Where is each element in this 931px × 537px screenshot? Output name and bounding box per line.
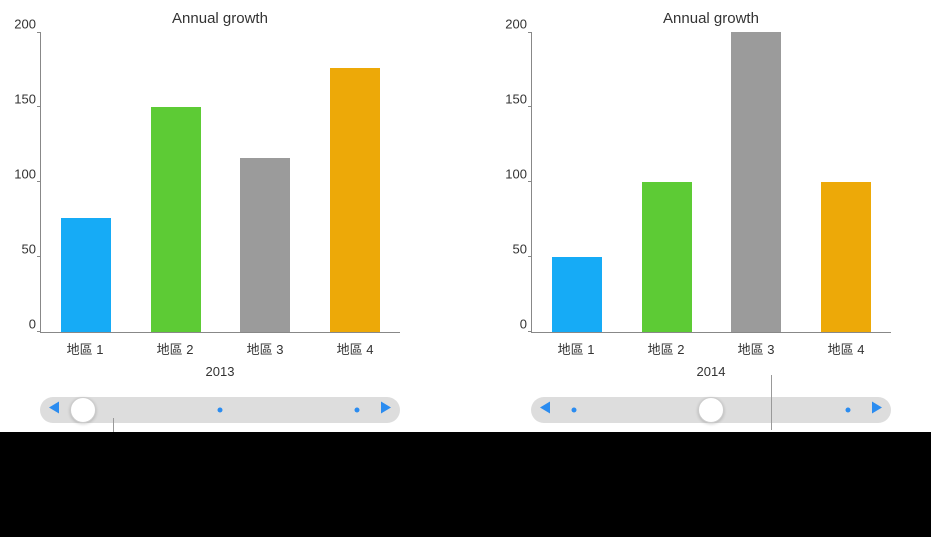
bar-region3 (240, 158, 290, 332)
y-tick-50: 50 (513, 242, 527, 257)
charts-row: Annual growth 0 50 100 150 200 (0, 0, 931, 423)
y-tick-100: 100 (14, 167, 36, 182)
year-label: 2014 (531, 364, 891, 379)
x-tick-region4: 地區 4 (828, 339, 865, 358)
y-tick-0: 0 (29, 317, 36, 332)
bar-region2 (151, 107, 201, 332)
x-tick-region1: 地區 1 (67, 339, 104, 358)
slider-dot[interactable] (218, 408, 223, 413)
y-tick-200: 200 (505, 17, 527, 32)
year-slider[interactable] (40, 397, 400, 423)
bar-region3 (731, 32, 781, 332)
y-axis: 0 50 100 150 200 (10, 33, 40, 333)
bar-region4 (330, 68, 380, 332)
y-tick-200: 200 (14, 17, 36, 32)
y-tick-150: 150 (14, 92, 36, 107)
bar-region1 (61, 218, 111, 332)
chart-area: 0 50 100 150 200 (10, 33, 400, 333)
chart-area: 0 50 100 150 200 (501, 33, 891, 333)
x-tick-region1: 地區 1 (558, 339, 595, 358)
y-tick-150: 150 (505, 92, 527, 107)
slider-prev-icon[interactable] (539, 401, 553, 420)
x-axis: 地區 1 地區 2 地區 3 地區 4 (531, 339, 891, 358)
bars (41, 33, 400, 332)
plot-area (531, 33, 891, 333)
slider-thumb[interactable] (70, 397, 96, 423)
year-label: 2013 (40, 364, 400, 379)
x-tick-region4: 地區 4 (337, 339, 374, 358)
x-tick-region2: 地區 2 (648, 339, 685, 358)
bar-region4 (821, 182, 871, 332)
slider-prev-icon[interactable] (48, 401, 62, 420)
year-slider[interactable] (531, 397, 891, 423)
y-tick-50: 50 (22, 242, 36, 257)
y-tick-0: 0 (520, 317, 527, 332)
chart-panel-2014: Annual growth 0 50 100 150 200 (501, 10, 891, 423)
bars (532, 33, 891, 332)
bar-region1 (552, 257, 602, 332)
callout-line-year (771, 375, 772, 430)
slider-next-icon[interactable] (378, 401, 392, 420)
chart-panel-2013: Annual growth 0 50 100 150 200 (10, 10, 400, 423)
x-tick-region2: 地區 2 (157, 339, 194, 358)
slider-dot[interactable] (354, 408, 359, 413)
plot-area (40, 33, 400, 333)
y-axis: 0 50 100 150 200 (501, 33, 531, 333)
slider-dot[interactable] (572, 408, 577, 413)
chart-title: Annual growth (40, 10, 400, 27)
x-tick-region3: 地區 3 (738, 339, 775, 358)
bar-region2 (642, 182, 692, 332)
slider-thumb[interactable] (698, 397, 724, 423)
x-tick-region3: 地區 3 (247, 339, 284, 358)
chart-title: Annual growth (531, 10, 891, 27)
y-tick-100: 100 (505, 167, 527, 182)
slider-dot[interactable] (845, 408, 850, 413)
x-axis: 地區 1 地區 2 地區 3 地區 4 (40, 339, 400, 358)
slider-next-icon[interactable] (869, 401, 883, 420)
footer-band (0, 432, 931, 537)
